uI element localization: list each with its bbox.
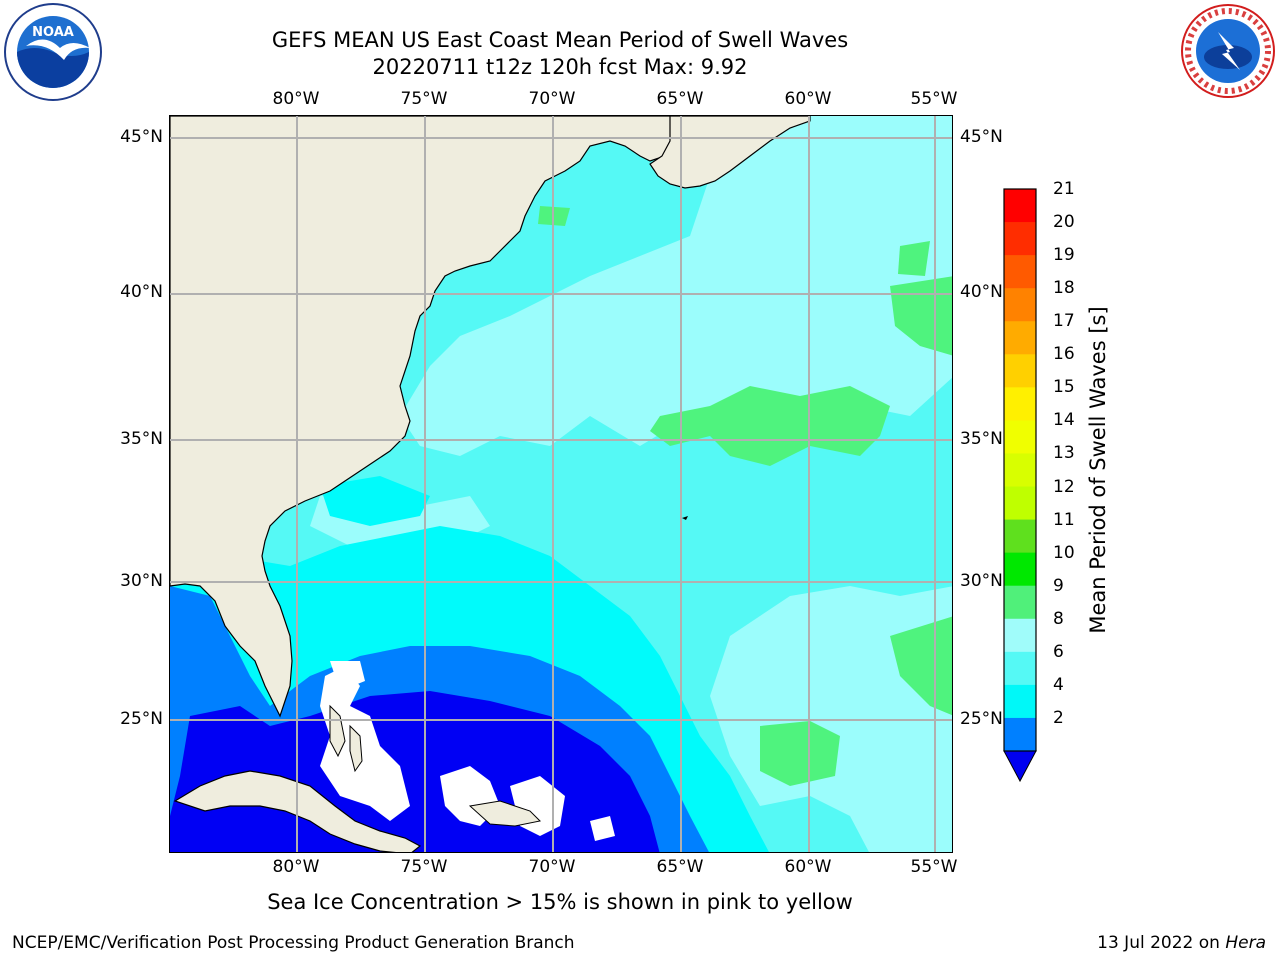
colorbar-tick-label: 15 [1053, 377, 1075, 398]
lat-label-right: 35°N [960, 429, 1003, 449]
lat-label-right: 30°N [960, 571, 1003, 591]
noaa-logo-text: NOAA [32, 25, 74, 40]
colorbar-tick-label: 21 [1053, 179, 1075, 199]
lon-label-top: 80°W [272, 89, 320, 109]
colorbar-segment [1004, 684, 1036, 719]
colorbar-segment [1004, 189, 1036, 223]
ocean-9-10s-patch [760, 721, 840, 786]
colorbar-tick-label: 2 [1053, 707, 1064, 728]
colorbar-tick-label: 20 [1053, 212, 1075, 233]
ocean-9-10s-patch [898, 241, 930, 276]
footer-date-text: 13 Jul 2022 on [1097, 933, 1220, 953]
colorbar-segment [1004, 222, 1036, 256]
lon-label-top: 65°W [656, 89, 704, 109]
ocean-8-9s-region [400, 116, 952, 456]
lat-label-right: 45°N [960, 127, 1003, 147]
lat-label-left: 25°N [120, 709, 163, 729]
colorbar-segment [1004, 453, 1036, 488]
ocean-4-6s-band [320, 476, 430, 526]
lon-label-top: 75°W [400, 89, 448, 109]
lon-label-bottom: 80°W [272, 857, 320, 877]
lon-label-top: 60°W [784, 89, 832, 109]
footer-host: Hera [1225, 933, 1266, 953]
colorbar-under-triangle [1003, 750, 1037, 783]
colorbar-label: Mean Period of Swell Waves [s] [1086, 306, 1110, 634]
land-hispaniola [468, 800, 542, 827]
land-north-america [170, 116, 801, 718]
lon-label-bottom: 60°W [784, 857, 832, 877]
colorbar-tick-label: 4 [1053, 674, 1064, 695]
colorbar-segment [1004, 420, 1036, 454]
footer-credit: NCEP/EMC/Verification Post Processing Pr… [12, 933, 575, 953]
colorbar-outline [1003, 188, 1037, 752]
colorbar [1003, 188, 1037, 783]
colorbar-segment [1004, 255, 1036, 289]
lat-label-left: 30°N [120, 571, 163, 591]
colorbar-tick-label: 14 [1053, 410, 1075, 431]
lat-label-left: 35°N [120, 429, 163, 449]
land-bermuda [682, 516, 688, 520]
colorbar-segment [1004, 387, 1036, 421]
colorbar-segment [1004, 519, 1036, 554]
nws-logo [1181, 4, 1275, 98]
colorbar-tick-label: 13 [1053, 443, 1075, 464]
lon-label-bottom: 75°W [400, 857, 448, 877]
missing-data-patch [320, 666, 410, 821]
lon-label-top: 70°W [528, 89, 576, 109]
land-bahamas [329, 704, 346, 758]
sea-ice-note: Sea Ice Concentration > 15% is shown in … [160, 890, 1120, 914]
noaa-logo: NOAA [4, 3, 102, 101]
colorbar-tick-label: 12 [1053, 476, 1075, 497]
land-nova-scotia [649, 116, 811, 189]
colorbar-segment [1004, 717, 1036, 752]
colorbar-tick-label: 11 [1053, 509, 1075, 530]
land-bahamas [349, 724, 363, 773]
ocean-9-10s-patch [650, 386, 890, 466]
colorbar-segment [1004, 354, 1036, 388]
lon-label-bottom: 65°W [656, 857, 704, 877]
colorbar-segment [1004, 552, 1036, 587]
ocean-9-10s-patch [890, 276, 952, 356]
colorbar-tick-label: 10 [1053, 542, 1075, 563]
swell-period-map [170, 116, 952, 852]
lon-label-bottom: 70°W [528, 857, 576, 877]
lat-label-right: 25°N [960, 709, 1003, 729]
lat-label-left: 40°N [120, 282, 163, 302]
colorbar-segment [1004, 288, 1036, 322]
lon-label-top: 55°W [910, 89, 958, 109]
colorbar-segment [1004, 486, 1036, 521]
colorbar-tick-label: 19 [1053, 245, 1075, 266]
colorbar-tick-label: 9 [1053, 575, 1064, 596]
missing-data-patch [590, 816, 615, 841]
colorbar-segment [1004, 585, 1036, 620]
lat-label-right: 40°N [960, 282, 1003, 302]
missing-data-patch [330, 661, 365, 691]
map-gridlines [170, 116, 952, 852]
footer-date: 13 Jul 2022 on Hera [1097, 933, 1266, 953]
ocean-9-10s-patch [890, 616, 952, 716]
lon-label-bottom: 55°W [910, 857, 958, 877]
colorbar-tick-label: 8 [1053, 608, 1064, 629]
colorbar-tick-label: 16 [1053, 344, 1075, 365]
map-title: GEFS MEAN US East Coast Mean Period of S… [271, 28, 849, 52]
colorbar-segment [1004, 651, 1036, 686]
map-panel[interactable] [169, 115, 953, 853]
colorbar-tick-label: 17 [1053, 311, 1075, 332]
colorbar-segment [1004, 618, 1036, 653]
lat-label-left: 45°N [120, 127, 163, 147]
map-subtitle: 20220711 t12z 120h fcst Max: 9.92 [372, 55, 748, 79]
colorbar-segment [1004, 321, 1036, 355]
colorbar-tick-label: 6 [1053, 641, 1064, 662]
sea-ice-note-text: Sea Ice Concentration > 15% is shown in … [267, 890, 853, 914]
colorbar-tick-label: 18 [1053, 278, 1075, 299]
